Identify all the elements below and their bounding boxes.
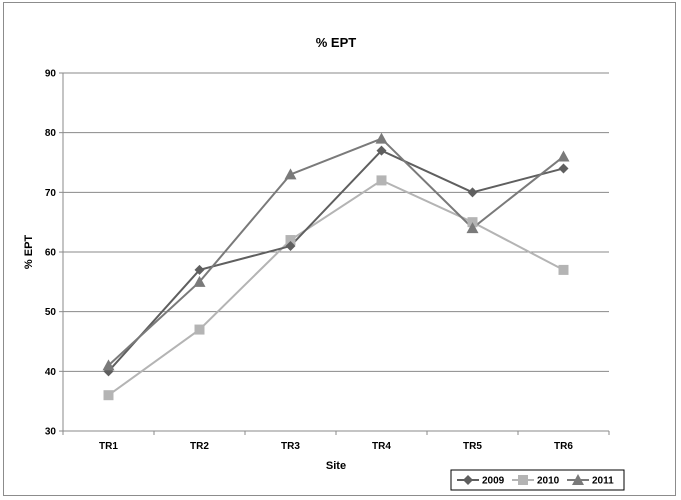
- series-line-2009: [107, 149, 564, 373]
- x-tick-label: TR6: [554, 441, 573, 452]
- series-line-2011: [107, 137, 565, 367]
- y-tick-label: 40: [45, 367, 57, 378]
- data-point-2011: [466, 222, 479, 234]
- y-axis-title: % EPT: [23, 235, 35, 270]
- series-2009: [107, 149, 564, 373]
- x-tick-label: TR4: [372, 441, 391, 452]
- chart-title: % EPT: [316, 35, 357, 50]
- axes: [59, 72, 610, 435]
- y-tick-label: 50: [45, 307, 57, 318]
- legend-marker-2009: [463, 475, 473, 485]
- data-point-2010: [103, 390, 114, 401]
- y-tick-label: 90: [45, 69, 57, 80]
- data-point-2011: [102, 359, 115, 371]
- series-2010: [107, 179, 564, 397]
- legend: 2009 2010 2011: [450, 469, 625, 491]
- data-point-2011: [193, 275, 206, 287]
- chart-svg: % EPT % EPT Site 30 40 50 60 70 80 90 TR1 TR2 TR3…: [23, 35, 625, 491]
- data-point-2010: [285, 235, 296, 246]
- y-tick-label: 30: [45, 427, 57, 438]
- x-tick-label: TR1: [99, 441, 118, 452]
- series-markers-2009: [103, 145, 569, 377]
- data-point-2009: [194, 264, 205, 275]
- legend-marker-2010: [518, 475, 528, 485]
- data-point-2010: [194, 324, 205, 335]
- series-line-2010: [107, 179, 564, 397]
- x-tick-label: TR5: [463, 441, 482, 452]
- x-axis-title: Site: [326, 460, 346, 472]
- y-tick-label: 70: [45, 188, 57, 199]
- legend-label-2009: 2009: [482, 476, 505, 487]
- legend-label-2010: 2010: [537, 476, 560, 487]
- data-point-2011: [284, 168, 297, 180]
- legend-marker-2011: [572, 474, 584, 485]
- chart-frame: % EPT % EPT Site 30 40 50 60 70 80 90 TR1 TR2 TR3…: [3, 2, 676, 496]
- series-lines: [102, 132, 570, 401]
- data-point-2010: [376, 175, 387, 186]
- data-point-2009: [558, 163, 569, 174]
- data-point-2010: [558, 264, 569, 275]
- tick-labels: 30 40 50 60 70 80 90 TR1 TR2 TR3 TR4 TR5 TR6: [45, 69, 574, 453]
- data-point-2011: [375, 132, 388, 144]
- x-tick-label: TR2: [190, 441, 209, 452]
- y-tick-label: 60: [45, 248, 57, 259]
- series-markers-2011: [102, 132, 570, 371]
- series-2011: [107, 137, 565, 367]
- grid-lines: [63, 72, 609, 372]
- y-tick-label: 80: [45, 128, 57, 139]
- data-point-2009: [467, 187, 478, 198]
- data-point-2009: [285, 241, 296, 252]
- x-tick-label: TR3: [281, 441, 300, 452]
- legend-label-2011: 2011: [592, 476, 614, 487]
- data-point-2009: [376, 145, 387, 156]
- data-point-2011: [557, 150, 570, 162]
